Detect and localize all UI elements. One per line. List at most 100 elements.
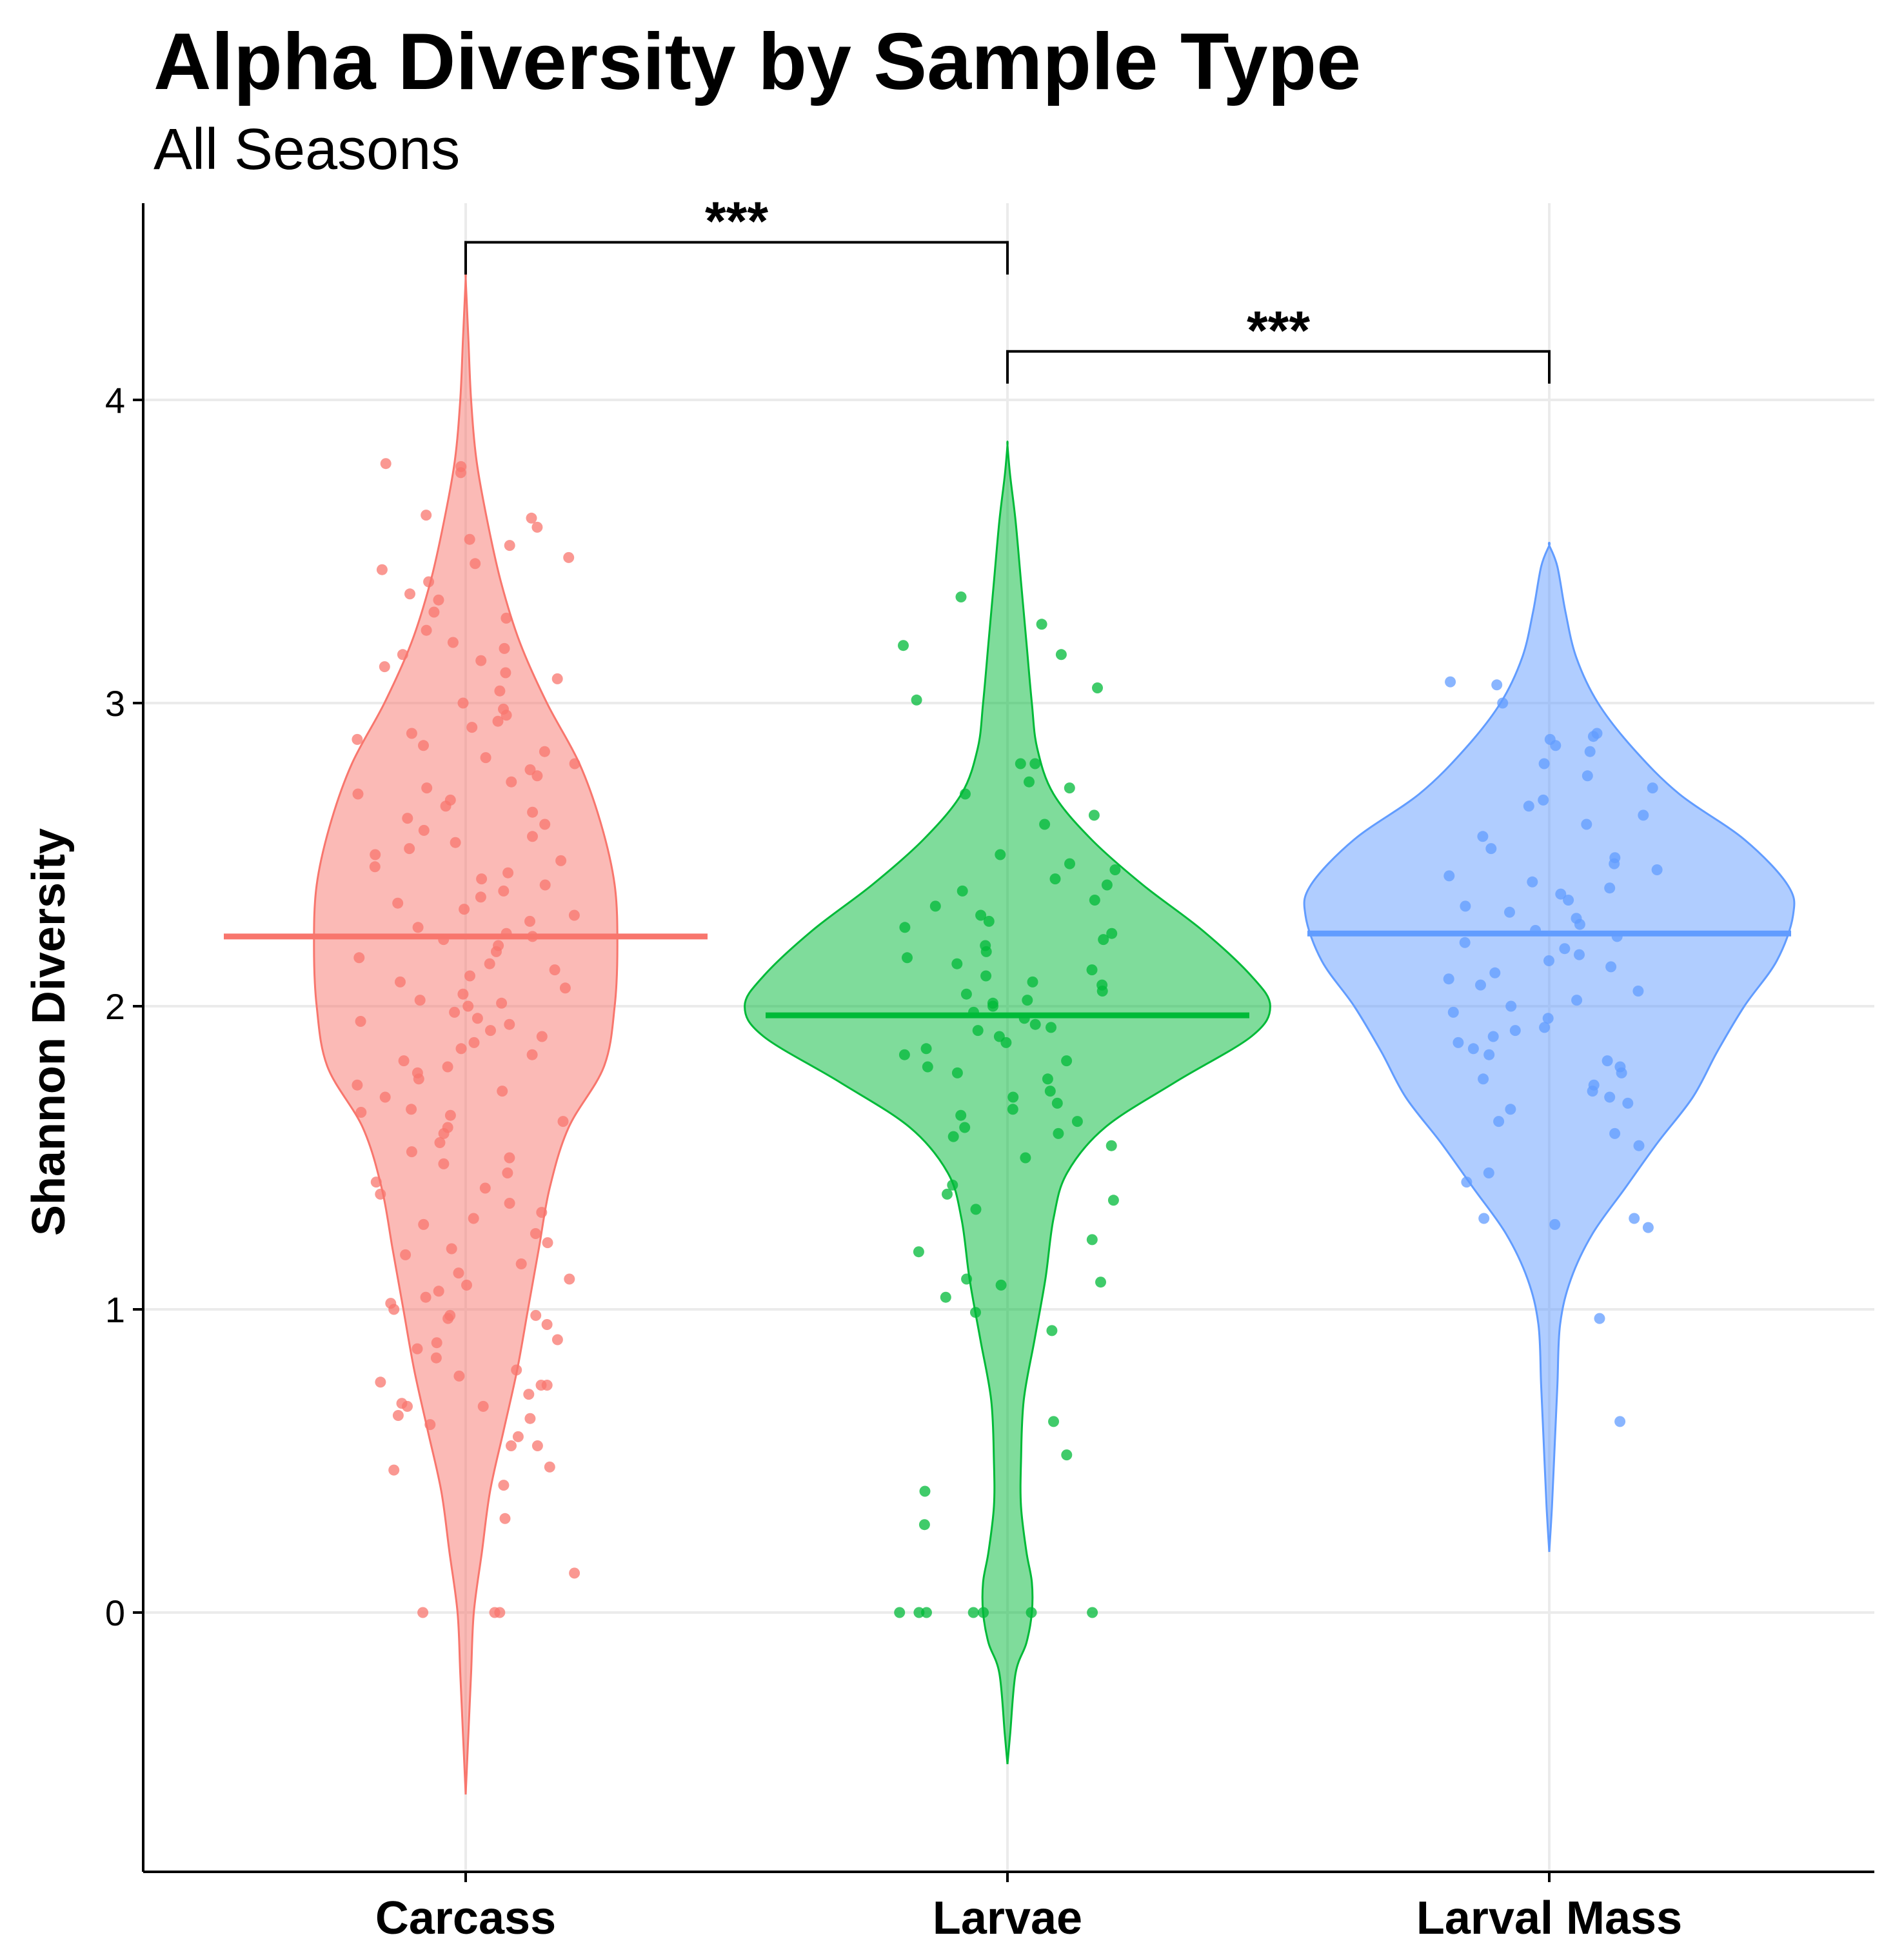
point-larvae-61 [1106, 928, 1118, 939]
y-tick-label-1: 1 [105, 1289, 125, 1330]
point-larval-mass-6 [1461, 1177, 1473, 1188]
point-carcass-14 [477, 1400, 489, 1412]
point-larval-mass-11 [1505, 1104, 1516, 1115]
point-carcass-74 [355, 1016, 366, 1027]
point-larvae-30 [1007, 1104, 1018, 1115]
point-carcass-56 [442, 1122, 453, 1133]
violin-larvae [744, 441, 1271, 1765]
point-carcass-63 [352, 1079, 363, 1091]
point-carcass-4 [499, 1513, 511, 1524]
point-larvae-48 [987, 997, 998, 1009]
point-larval-mass-43 [1504, 906, 1515, 918]
point-carcass-77 [462, 1000, 474, 1012]
point-larval-mass-2 [1642, 1222, 1654, 1233]
point-carcass-103 [555, 855, 567, 866]
point-larval-mass-16 [1478, 1073, 1489, 1085]
point-carcass-125 [466, 722, 478, 733]
point-larvae-18 [1086, 1234, 1098, 1246]
point-larvae-50 [960, 988, 972, 1000]
point-carcass-102 [369, 861, 381, 873]
point-carcass-38 [515, 1258, 527, 1269]
point-larval-mass-42 [1571, 913, 1582, 924]
chart-subtitle: All Seasons [154, 117, 460, 182]
point-larval-mass-10 [1493, 1116, 1505, 1127]
point-larvae-35 [951, 1067, 963, 1078]
point-larvae-62 [899, 922, 911, 933]
point-carcass-126 [492, 715, 504, 727]
point-larvae-31 [1051, 1097, 1063, 1109]
point-larval-mass-24 [1509, 1025, 1521, 1037]
chart-title: Alpha Diversity by Sample Type [154, 17, 1361, 106]
point-carcass-19 [535, 1380, 547, 1391]
point-larval-mass-48 [1527, 876, 1538, 888]
point-carcass-108 [418, 824, 430, 836]
point-carcass-109 [539, 819, 551, 830]
point-larval-mass-45 [1563, 895, 1574, 906]
point-larvae-23 [1020, 1152, 1031, 1164]
point-carcass-105 [404, 843, 415, 855]
point-larvae-78 [1029, 758, 1041, 769]
point-larval-mass-58 [1538, 794, 1549, 806]
point-larvae-16 [961, 1273, 973, 1285]
point-larval-mass-9 [1609, 1127, 1621, 1139]
point-larvae-71 [1064, 858, 1075, 869]
point-carcass-107 [527, 831, 538, 842]
point-carcass-27 [541, 1319, 553, 1330]
point-carcass-98 [498, 885, 510, 897]
point-larval-mass-54 [1477, 831, 1489, 842]
point-larval-mass-12 [1622, 1097, 1634, 1109]
point-larvae-29 [955, 1109, 967, 1121]
point-carcass-29 [444, 1309, 456, 1321]
point-larval-mass-3 [1549, 1218, 1561, 1230]
point-larval-mass-49 [1443, 870, 1455, 882]
point-carcass-94 [568, 909, 580, 921]
point-larval-mass-62 [1584, 746, 1596, 757]
point-carcass-69 [455, 1043, 467, 1055]
point-carcass-25 [431, 1337, 442, 1349]
point-larvae-82 [1055, 649, 1067, 660]
point-larvae-68 [1101, 879, 1113, 891]
y-tick-label-0: 0 [105, 1593, 125, 1633]
point-carcass-120 [480, 752, 491, 764]
point-larvae-8 [919, 1485, 931, 1497]
point-larval-mass-4 [1629, 1213, 1640, 1224]
point-larvae-67 [957, 885, 968, 897]
point-carcass-123 [352, 733, 363, 745]
y-tick-label-2: 2 [105, 986, 125, 1027]
point-carcass-42 [530, 1228, 541, 1239]
point-larval-mass-46 [1555, 888, 1567, 900]
point-carcass-82 [395, 976, 406, 988]
point-larvae-15 [1095, 1276, 1106, 1288]
significance-label-1: *** [1247, 300, 1310, 361]
point-carcass-62 [497, 1086, 508, 1097]
point-carcass-65 [412, 1067, 423, 1078]
point-carcass-119 [569, 758, 580, 769]
point-larval-mass-19 [1602, 1055, 1613, 1067]
point-larval-mass-52 [1609, 852, 1621, 864]
point-larvae-59 [980, 940, 991, 951]
point-carcass-118 [524, 764, 536, 775]
point-larval-mass-47 [1604, 882, 1616, 894]
violin-carcass [313, 270, 619, 1795]
point-carcass-52 [504, 1152, 515, 1164]
point-larval-mass-50 [1651, 864, 1663, 875]
point-carcass-22 [511, 1364, 522, 1376]
point-larval-mass-53 [1485, 843, 1497, 855]
point-larvae-85 [955, 591, 967, 602]
significance-bracket-0 [464, 241, 1009, 275]
point-carcass-146 [563, 551, 575, 563]
point-larval-mass-36 [1574, 949, 1585, 960]
violin-larval-mass [1303, 541, 1796, 1553]
point-larval-mass-57 [1523, 800, 1534, 812]
point-carcass-81 [559, 982, 571, 994]
point-larval-mass-8 [1633, 1140, 1645, 1151]
point-larvae-72 [995, 849, 1006, 860]
point-larvae-76 [1064, 782, 1075, 794]
point-carcass-70 [468, 1037, 480, 1048]
y-axis-title: Shannon Diversity [23, 828, 75, 1236]
point-larvae-33 [1044, 1086, 1056, 1097]
point-larval-mass-15 [1588, 1079, 1600, 1091]
point-carcass-10 [512, 1431, 524, 1442]
point-carcass-122 [418, 740, 429, 751]
point-larvae-60 [1098, 934, 1109, 946]
